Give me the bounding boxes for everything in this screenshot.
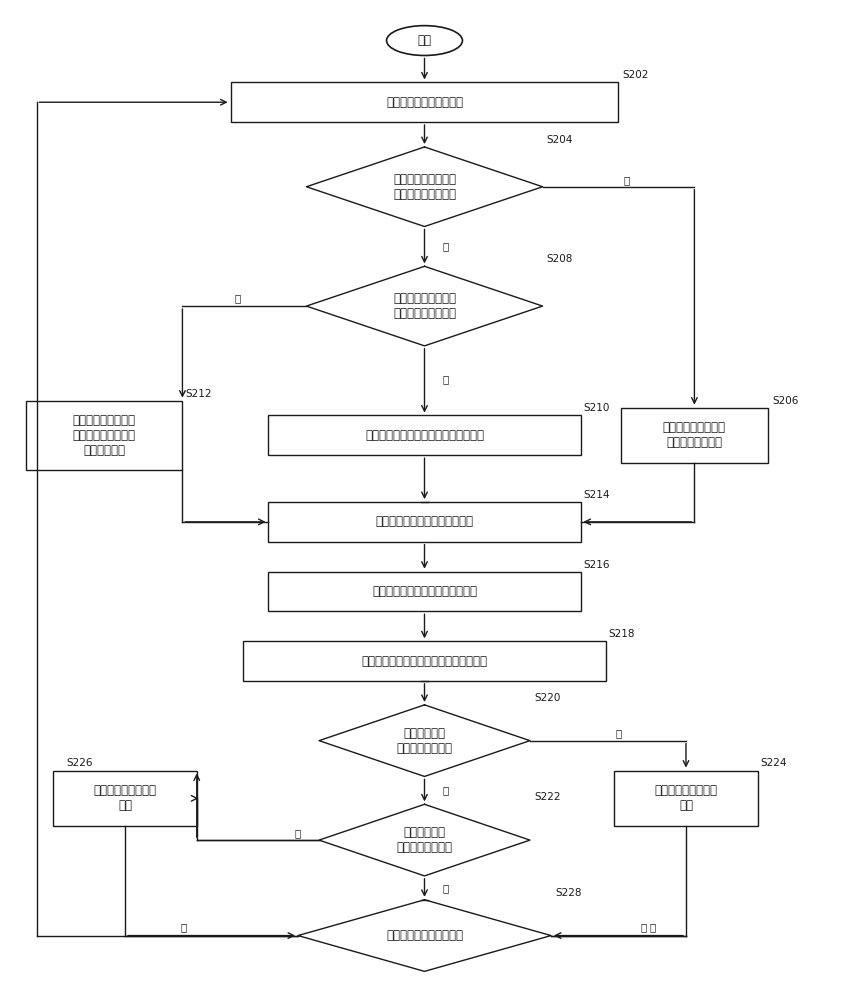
Text: 是: 是 [181,923,188,933]
Bar [621,408,768,463]
Text: S226: S226 [66,758,93,768]
Bar [615,771,757,826]
Text: 增大第一节流装置的
开度: 增大第一节流装置的 开度 [93,784,156,812]
Text: S206: S206 [772,396,798,406]
Text: 目标冷凝压力
是否小于实时压力: 目标冷凝压力 是否小于实时压力 [396,826,453,854]
Text: 工作模式是否为第二
热交换器组除霜模式: 工作模式是否为第二 热交换器组除霜模式 [393,292,456,320]
Text: 否: 否 [442,241,449,251]
Text: S210: S210 [583,403,610,413]
Text: 根据排气压力，确定目标冷凝压力: 根据排气压力，确定目标冷凝压力 [372,585,477,598]
Text: 是: 是 [442,374,449,384]
Bar [268,572,581,611]
Text: S214: S214 [583,490,610,500]
Bar [268,502,581,542]
Text: 是: 是 [295,828,301,838]
Text: 工作模式是否为第一
热交换器组除霜模式: 工作模式是否为第一 热交换器组除霜模式 [393,173,456,201]
Text: 关闭第二节流装置，
打开第四节流装置: 关闭第二节流装置， 打开第四节流装置 [663,421,726,449]
Text: 获取压缩机排气口处的排气压力: 获取压缩机排气口处的排气压力 [375,515,474,528]
Text: S218: S218 [609,629,635,639]
Text: S224: S224 [760,758,787,768]
Text: S212: S212 [185,389,211,399]
Text: S220: S220 [534,693,560,703]
Text: S216: S216 [583,560,610,570]
Text: 获取流入第一换向装置的冷媒的实时压力: 获取流入第一换向装置的冷媒的实时压力 [362,655,487,668]
Text: 开始: 开始 [418,34,431,47]
Bar [26,401,182,470]
Text: S222: S222 [534,792,560,802]
Text: 否: 否 [234,293,240,303]
Text: S202: S202 [622,70,649,80]
Text: 否: 否 [641,923,647,933]
Text: 否: 否 [649,923,655,933]
Text: 是: 是 [616,728,621,738]
Text: 关闭第四节流装置，
打开第二节流装置和
第三节流装置: 关闭第四节流装置， 打开第二节流装置和 第三节流装置 [72,414,136,457]
Text: 减小第一节流装置的
开度: 减小第一节流装置的 开度 [655,784,717,812]
Text: S228: S228 [555,888,582,898]
Bar [231,82,618,122]
Text: S204: S204 [547,135,573,145]
Text: 关闭第三节流装置，打开第四节流装置: 关闭第三节流装置，打开第四节流装置 [365,429,484,442]
Bar [53,771,197,826]
Bar [243,641,606,681]
Text: 否: 否 [442,785,449,795]
Text: 目标冷凝压力
是否大于实时压力: 目标冷凝压力 是否大于实时压力 [396,727,453,755]
Text: S208: S208 [547,254,573,264]
Bar [268,415,581,455]
Text: 确定空调系统的工作模式: 确定空调系统的工作模式 [386,96,463,109]
Text: 是: 是 [624,175,630,185]
Text: 空调的运行模式是否变化: 空调的运行模式是否变化 [386,929,463,942]
Text: 否: 否 [442,883,449,893]
